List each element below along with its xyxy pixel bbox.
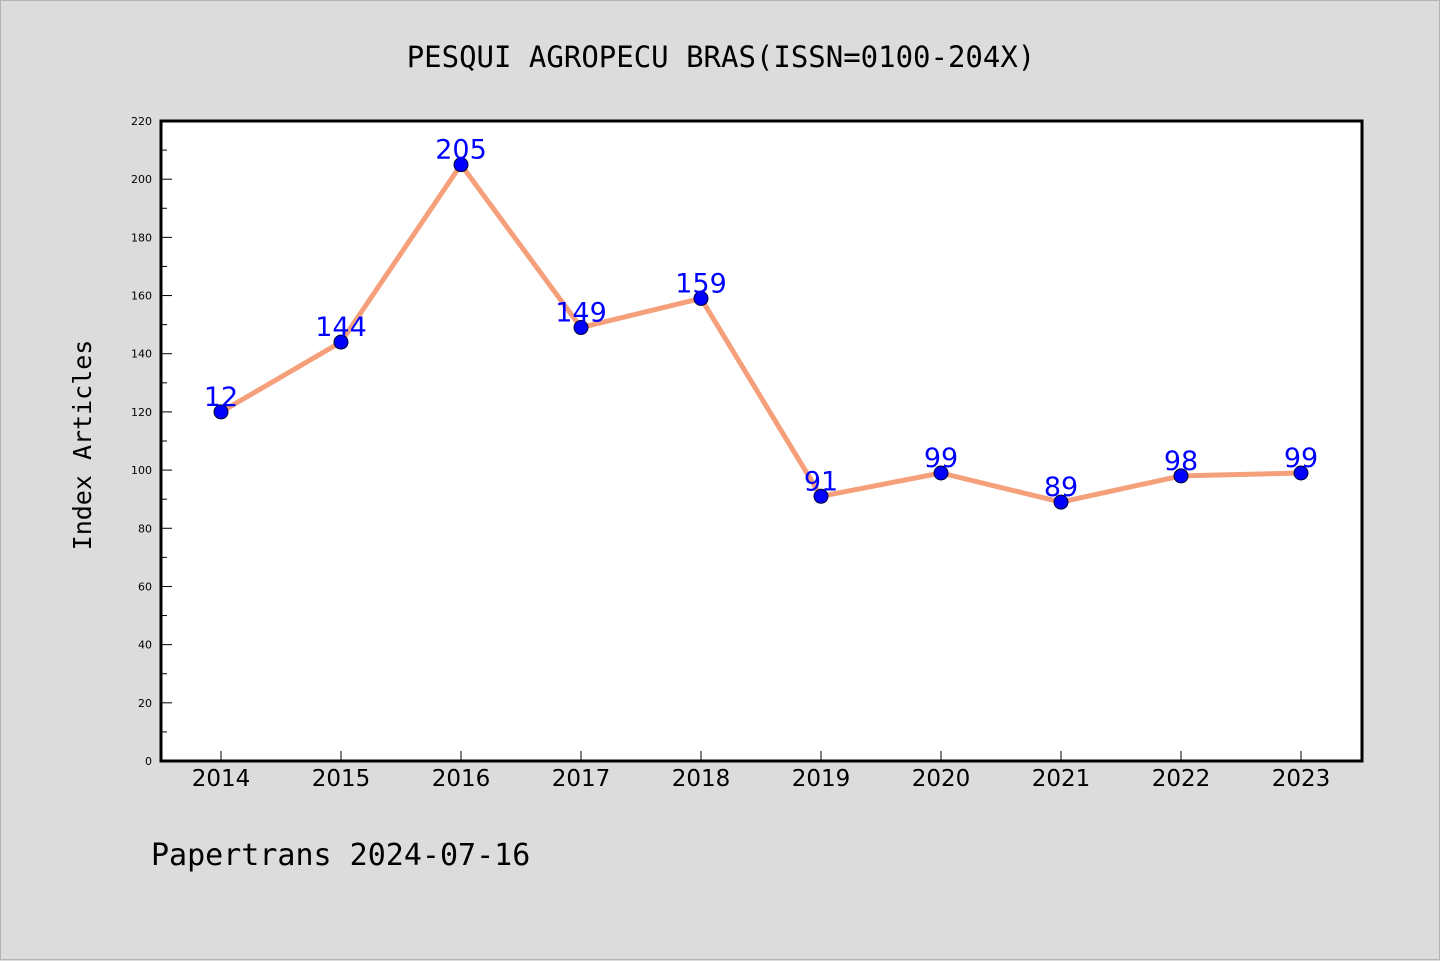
data-label: 205	[435, 135, 487, 166]
x-tick-label: 2015	[312, 766, 371, 792]
y-tick-label: 20	[138, 697, 152, 710]
data-label: 89	[1044, 472, 1078, 503]
y-tick-label: 100	[131, 464, 152, 477]
data-point	[573, 320, 589, 336]
x-tick-label: 2023	[1272, 766, 1331, 792]
data-point	[213, 404, 229, 420]
y-tick-label: 180	[131, 231, 152, 244]
data-point	[693, 290, 709, 306]
x-tick-label: 2021	[1032, 766, 1091, 792]
data-point	[1173, 468, 1189, 484]
data-label: 91	[804, 466, 838, 497]
chart-title: PESQUI AGROPECU BRAS(ISSN=0100-204X)	[407, 40, 1036, 74]
y-tick-label: 120	[131, 406, 152, 419]
data-point	[1293, 465, 1309, 481]
data-point	[813, 488, 829, 504]
y-tick-label: 40	[138, 639, 152, 652]
x-tick-label: 2016	[432, 766, 491, 792]
data-point	[933, 465, 949, 481]
y-tick-label: 80	[138, 522, 152, 535]
x-tick-label: 2022	[1152, 766, 1211, 792]
x-axis: 2014 2015 2016 2017 2018 2019 2020 2021 2022 2023	[192, 751, 1331, 792]
y-tick-label: 160	[131, 290, 152, 303]
data-label: 99	[924, 443, 958, 474]
x-tick-label: 2020	[912, 766, 971, 792]
plot-border	[159, 119, 1364, 763]
x-tick-label: 2018	[672, 766, 731, 792]
data-point	[1053, 494, 1069, 510]
y-tick-label: 60	[138, 580, 152, 593]
data-label: 149	[555, 298, 607, 329]
x-tick-label: 2017	[552, 766, 611, 792]
x-tick-label: 2019	[792, 766, 851, 792]
plot-area	[161, 121, 1362, 761]
footer-text: Papertrans 2024-07-16	[151, 838, 530, 873]
data-label: 99	[1284, 443, 1318, 474]
y-axis-label: Index Articles	[68, 340, 97, 551]
data-label: 12	[204, 382, 238, 413]
data-label: 98	[1164, 446, 1198, 477]
data-point	[333, 334, 349, 350]
data-label: 144	[315, 312, 367, 343]
y-tick-label: 200	[131, 173, 152, 186]
y-tick-label: 220	[131, 115, 152, 128]
y-tick-label: 0	[145, 755, 152, 768]
data-label: 159	[675, 268, 727, 299]
y-tick-label: 140	[131, 348, 152, 361]
series-line	[218, 162, 1304, 505]
x-tick-label: 2014	[192, 766, 251, 792]
data-labels: 12 144 205 149 159 91 99 89 98 99	[204, 135, 1318, 503]
data-point	[453, 157, 469, 173]
data-points	[213, 157, 1309, 510]
